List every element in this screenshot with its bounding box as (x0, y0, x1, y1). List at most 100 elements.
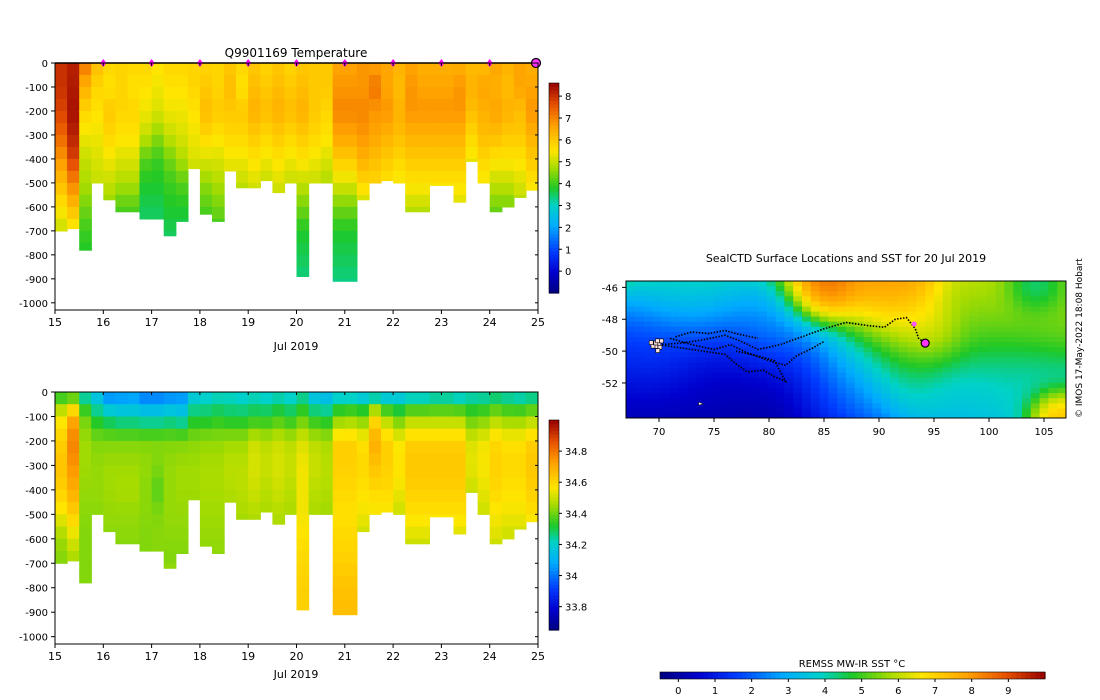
sst-cell (766, 305, 777, 312)
sst-cell (1048, 382, 1058, 388)
data-cell (236, 428, 249, 442)
data-cell (55, 218, 68, 232)
sst-cell (837, 326, 847, 332)
sst-cell (722, 316, 733, 322)
data-cell (381, 134, 394, 148)
sst-cell (1057, 341, 1066, 348)
data-cell (127, 182, 141, 196)
sst-cell (916, 331, 926, 337)
data-cell (187, 99, 201, 112)
sst-cell (890, 407, 900, 414)
data-cell (405, 87, 418, 100)
data-cell (55, 134, 68, 148)
sst-cell (986, 326, 997, 332)
data-cell (381, 146, 394, 160)
map-frame (625, 280, 1067, 419)
sst-cell (802, 281, 812, 287)
colorbar-segment (549, 153, 559, 158)
data-cell (501, 514, 515, 528)
data-cell (453, 87, 467, 100)
sst-cell (863, 336, 873, 343)
sst-cell (722, 321, 733, 327)
sst-colorbar-segment (727, 672, 733, 679)
sst-cell (793, 361, 803, 368)
sst-cell (643, 290, 653, 297)
data-cell (429, 502, 442, 515)
sst-cell (661, 382, 671, 388)
sst-cell (934, 351, 944, 358)
colorbar-segment (549, 251, 559, 256)
sst-cell (1057, 412, 1066, 418)
sst-cell (978, 367, 988, 373)
data-cell (151, 440, 165, 454)
sst-cell (828, 387, 838, 394)
data-cell (91, 99, 104, 112)
sst-cell (696, 281, 706, 287)
data-cell (139, 87, 153, 100)
data-cell (356, 477, 370, 491)
data-cell (151, 99, 165, 112)
sst-cell (1048, 387, 1058, 394)
sst-cell (696, 367, 706, 373)
sst-cell (696, 305, 706, 312)
data-cell (175, 538, 189, 552)
colorbar-segment (549, 570, 559, 575)
sst-cell (986, 402, 997, 409)
data-cell (151, 75, 165, 88)
data-cell (344, 587, 358, 601)
sst-cell (634, 397, 645, 404)
data-cell (260, 453, 273, 466)
sst-cell (758, 281, 768, 287)
sst-cell (758, 346, 768, 353)
sst-cell (731, 290, 741, 297)
colorbar-segment (549, 226, 559, 231)
sst-cell (626, 326, 636, 332)
x-tick-label: 21 (338, 650, 352, 663)
sst-cell (1066, 408, 1075, 414)
x-tick-label: 19 (241, 650, 255, 663)
data-cell (356, 453, 370, 466)
colorbar-segment (549, 591, 559, 596)
data-cell (67, 453, 80, 466)
sst-cell (872, 387, 882, 394)
sst-colorbar-tick-label: 3 (785, 686, 791, 697)
x-tick-label: 20 (290, 316, 304, 329)
data-cell (212, 477, 225, 491)
sst-cell (749, 367, 759, 373)
data-cell (489, 194, 503, 208)
sst-cell (837, 336, 847, 343)
sst-cell (766, 412, 777, 418)
sst-cell (1039, 305, 1049, 312)
start-cluster-point (655, 338, 660, 344)
sst-cell (916, 321, 926, 327)
sst-cell (1030, 377, 1041, 383)
data-cell (308, 416, 322, 430)
colorbar-segment (549, 132, 559, 137)
sst-cell (925, 295, 935, 302)
data-cell (405, 428, 418, 442)
data-cell (381, 416, 394, 430)
colorbar-segment (549, 247, 559, 252)
data-cell (248, 477, 261, 491)
data-cell (501, 404, 515, 417)
sst-cell (960, 305, 970, 312)
sst-cell (942, 326, 953, 332)
data-cell (91, 134, 104, 148)
data-cell (163, 477, 177, 491)
sst-cell (784, 361, 794, 368)
data-cell (284, 158, 298, 172)
data-cell (296, 158, 310, 172)
sst-cell (978, 290, 988, 297)
sst-cell (1022, 397, 1032, 404)
data-cell (115, 526, 129, 540)
sst-cell (881, 305, 891, 312)
sst-cell (1057, 407, 1066, 414)
sst-cell (819, 321, 829, 327)
data-cell (284, 146, 298, 160)
data-cell (393, 111, 406, 124)
data-cell (79, 538, 92, 552)
sst-cell (696, 387, 706, 394)
sst-cell (942, 346, 953, 353)
data-cell (417, 404, 430, 417)
data-cell (139, 146, 153, 160)
